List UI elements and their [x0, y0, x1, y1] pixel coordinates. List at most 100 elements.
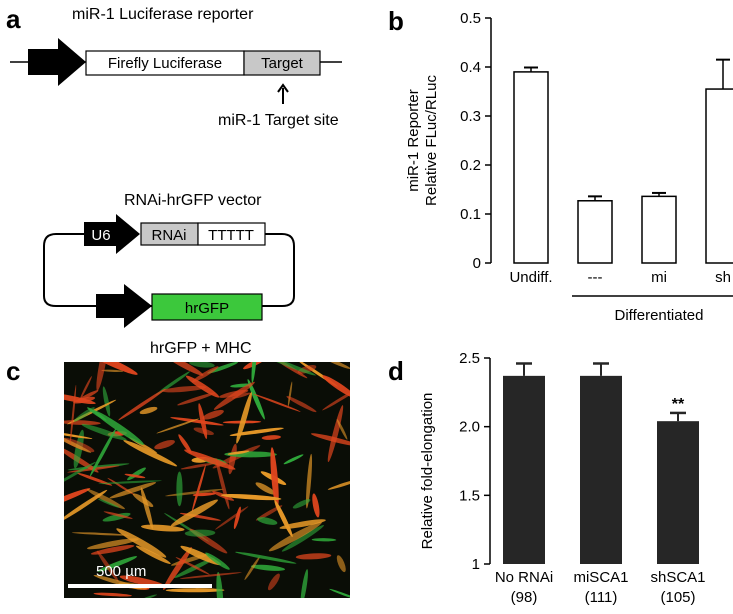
- myotube: [300, 569, 308, 598]
- myotube: [255, 505, 283, 521]
- myotube: [236, 392, 252, 444]
- ttttt-box: [197, 222, 266, 246]
- myotube: [93, 592, 132, 597]
- micrograph-title: hrGFP + MHC: [150, 340, 252, 357]
- myotube: [154, 439, 175, 450]
- myotube: [73, 396, 96, 404]
- myotube: [283, 454, 304, 465]
- myotube: [253, 393, 301, 412]
- y-axis-label: Relative FLuc/RLuc: [423, 75, 440, 206]
- myotube: [109, 482, 157, 499]
- myotube: [139, 406, 158, 415]
- panel-a-letter: a: [6, 4, 21, 34]
- myotube: [322, 387, 350, 411]
- myotube: [305, 453, 313, 509]
- myotube: [177, 392, 216, 406]
- target-box: [243, 50, 321, 76]
- myotube: [123, 440, 178, 467]
- myotube: [251, 362, 257, 383]
- myotube: [184, 449, 236, 470]
- scale-bar-label: 500 µm: [96, 563, 147, 580]
- y-tick-label: 2.0: [459, 419, 480, 436]
- myotube: [295, 553, 332, 560]
- x-tick-label: No RNAi: [495, 569, 553, 586]
- myotube: [205, 552, 230, 570]
- myotube: [96, 550, 119, 582]
- myotube: [215, 506, 249, 530]
- myotube: [116, 528, 167, 558]
- chart-d: 1 1.5 2.0 2.5 Relative fold-elongation No RNA…: [419, 350, 706, 606]
- gfp-promoter-arrow-icon: [96, 284, 152, 328]
- myotube: [233, 506, 241, 529]
- scale-bar: [68, 584, 212, 588]
- myotube: [170, 499, 218, 527]
- myotube: [64, 461, 96, 490]
- x-tick-label: miSCA1: [573, 569, 628, 586]
- myotube: [244, 556, 260, 581]
- myotube: [286, 396, 317, 413]
- myotube: [274, 500, 293, 537]
- rnai-label: RNAi: [151, 227, 186, 244]
- bar: [705, 88, 733, 264]
- myotube: [64, 488, 91, 509]
- myotube: [320, 362, 350, 369]
- panel-c-letter: c: [6, 356, 21, 386]
- myotube: [163, 362, 204, 376]
- panel-b-letter: b: [388, 6, 404, 36]
- myotube: [101, 369, 124, 372]
- myotube: [327, 405, 344, 462]
- myotube: [64, 433, 92, 453]
- myotube: [79, 376, 92, 400]
- myotube: [86, 538, 139, 550]
- reporter-diagram: Firefly Luciferase Target: [10, 38, 342, 104]
- myotube: [93, 410, 145, 445]
- myotube: [170, 417, 224, 426]
- myotube: [312, 493, 320, 518]
- target-site-arrow-icon: [277, 83, 289, 104]
- myotube: [89, 428, 117, 477]
- x-tick-label: shSCA1: [650, 569, 705, 586]
- count-label: (105): [660, 589, 695, 606]
- hrgfp-box: [151, 293, 263, 321]
- myotube: [250, 564, 286, 571]
- myotube: [85, 362, 138, 375]
- y-tick-label: 0.2: [460, 157, 481, 174]
- myotube: [140, 487, 154, 529]
- myotube: [191, 464, 206, 512]
- target-site-label: miR-1 Target site: [218, 112, 339, 129]
- myotube: [184, 529, 216, 537]
- x-tick-label: mi: [651, 269, 667, 286]
- myotube: [73, 429, 84, 469]
- count-label: (111): [585, 589, 618, 606]
- bar: [657, 421, 699, 564]
- myotube: [140, 524, 185, 532]
- y-axis-label: miR-1 Reporter: [405, 89, 422, 192]
- myotube: [322, 375, 350, 399]
- myotube: [261, 435, 281, 440]
- myotube: [265, 362, 316, 376]
- u6-label: U6: [91, 227, 110, 244]
- myotube: [257, 517, 278, 525]
- myotube: [270, 447, 279, 509]
- reporter-promoter-arrow-icon: [28, 38, 86, 86]
- myotube: [227, 450, 250, 455]
- myotube: [327, 478, 350, 490]
- myotube: [69, 384, 77, 445]
- y-tick-label: 0.4: [460, 59, 481, 76]
- myotube: [81, 423, 127, 441]
- bar: [513, 71, 549, 264]
- myotube: [71, 532, 129, 536]
- y-tick-label: 1.5: [459, 487, 480, 504]
- y-tick-label: 2.5: [459, 350, 480, 367]
- bar: [577, 200, 613, 264]
- myotube: [165, 588, 225, 593]
- y-tick-label: 0.3: [460, 108, 481, 125]
- myotube: [102, 386, 111, 417]
- y-tick-label: 0.1: [460, 206, 481, 223]
- myotube: [77, 472, 113, 486]
- myotube: [231, 392, 251, 399]
- myotube: [191, 366, 219, 383]
- myotube: [180, 462, 216, 470]
- myotube: [64, 431, 93, 439]
- myotube: [268, 521, 322, 552]
